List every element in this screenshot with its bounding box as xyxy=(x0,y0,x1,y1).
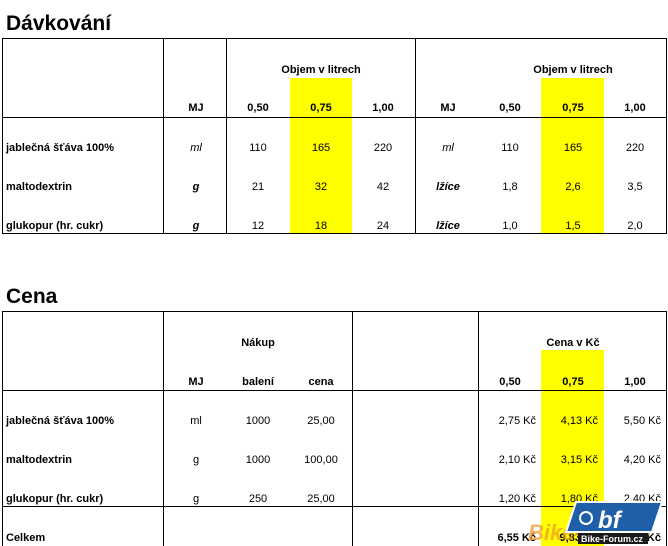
value-cell: 165 xyxy=(563,142,583,154)
section-title-cena: Cena xyxy=(6,285,58,308)
table2-header-border xyxy=(2,390,666,391)
value-cell: 165 xyxy=(311,142,331,154)
value-cell: 32 xyxy=(314,181,328,193)
table1-divider xyxy=(163,38,164,234)
cost-cell: 1,20 Kč xyxy=(498,493,536,505)
cost-cell: 2,75 Kč xyxy=(498,415,536,427)
price-cell: 25,00 xyxy=(307,415,335,427)
value-cell: 220 xyxy=(373,142,393,154)
table2-divider xyxy=(478,311,479,546)
value-cell: 42 xyxy=(376,181,390,193)
table1-divider xyxy=(415,38,416,234)
column-header-baleni: balení xyxy=(242,376,274,388)
table2-left-border xyxy=(2,311,3,546)
value-cell: 24 xyxy=(376,220,390,232)
bicycle-wheel-icon xyxy=(579,511,593,525)
bike-forum-logo: Bike-Forum bf Bike-Forum.cz xyxy=(528,501,664,545)
table1-right-border xyxy=(666,38,667,234)
unit-cell: g xyxy=(192,493,200,505)
row-label: maltodextrin xyxy=(6,454,73,466)
value-cell: 18 xyxy=(314,220,328,232)
cost-cell: 3,15 Kč xyxy=(560,454,598,466)
cost-cell: 5,50 Kč xyxy=(623,415,661,427)
logo-badge-icon xyxy=(564,501,664,533)
unit-cell: g xyxy=(192,220,200,232)
value-cell: 3,5 xyxy=(627,181,643,193)
column-header-volume: 1,00 xyxy=(372,102,394,114)
logo-letters: bf xyxy=(598,507,623,534)
group-header-objem: Objem v litrech xyxy=(281,64,361,76)
row-label: glukopur (hr. cukr) xyxy=(6,493,104,505)
price-cell: 25,00 xyxy=(307,493,335,505)
row-label: glukopur (hr. cukr) xyxy=(6,220,104,232)
value-cell: 110 xyxy=(501,142,519,154)
table1-divider xyxy=(226,38,227,234)
table1-top-border xyxy=(2,38,666,39)
group-header-nakup: Nákup xyxy=(241,337,275,349)
table1-left-border xyxy=(2,38,3,234)
column-header-volume: 1,00 xyxy=(624,102,646,114)
column-header-volume: 0,75 xyxy=(562,102,584,114)
column-header-volume: 0,50 xyxy=(499,376,521,388)
package-cell: 1000 xyxy=(245,415,271,427)
total-cell: 6,55 Kč xyxy=(497,532,536,544)
cost-cell: 4,13 Kč xyxy=(560,415,598,427)
section-title-davkovani: Dávkování xyxy=(6,12,112,35)
row-label: jablečná šťáva 100% xyxy=(6,142,115,154)
value-cell: 1,5 xyxy=(565,220,581,232)
value-cell: 110 xyxy=(249,142,267,154)
highlight-column-075 xyxy=(290,78,352,233)
table2-total-border xyxy=(2,506,666,507)
column-header-volume: 1,00 xyxy=(624,376,646,388)
column-header-mj: MJ xyxy=(188,376,204,388)
table2-top-border xyxy=(2,311,666,312)
cost-cell: 4,20 Kč xyxy=(623,454,661,466)
group-header-cena: Cena v Kč xyxy=(546,337,600,349)
unit-cell: ml xyxy=(190,415,202,427)
cost-cell: 2,10 Kč xyxy=(498,454,536,466)
row-label: jablečná šťáva 100% xyxy=(6,415,115,427)
column-header-volume: 0,75 xyxy=(562,376,584,388)
table1-bottom-border xyxy=(2,233,666,234)
value-cell: 2,0 xyxy=(627,220,643,232)
column-header-volume: 0,75 xyxy=(310,102,332,114)
column-header-cena: cena xyxy=(308,376,334,388)
total-label: Celkem xyxy=(6,532,46,544)
unit-cell: ml xyxy=(442,142,454,154)
value-cell: 220 xyxy=(625,142,645,154)
table2-divider xyxy=(352,311,353,546)
value-cell: 1,8 xyxy=(502,181,518,193)
group-header-objem-b: Objem v litrech xyxy=(533,64,613,76)
table1-header-border xyxy=(2,117,666,118)
watermark-band xyxy=(578,533,648,544)
watermark-site: Bike-Forum.cz xyxy=(581,534,644,544)
package-cell: 250 xyxy=(248,493,268,505)
price-cell: 100,00 xyxy=(304,454,338,466)
highlight-column-075-b xyxy=(541,78,604,233)
unit-cell: ml xyxy=(190,142,202,154)
column-header-volume: 0,50 xyxy=(499,102,521,114)
table2-divider xyxy=(163,311,164,546)
value-cell: 21 xyxy=(251,181,265,193)
unit-cell: lžíce xyxy=(436,220,460,232)
package-cell: 1000 xyxy=(245,454,271,466)
column-header-mj: MJ xyxy=(188,102,204,114)
value-cell: 2,6 xyxy=(565,181,581,193)
value-cell: 12 xyxy=(251,220,265,232)
column-header-volume: 0,50 xyxy=(247,102,269,114)
row-label: maltodextrin xyxy=(6,181,73,193)
column-header-mj-b: MJ xyxy=(440,102,456,114)
table2-right-border xyxy=(666,311,667,546)
unit-cell: g xyxy=(192,454,200,466)
unit-cell: g xyxy=(192,181,200,193)
unit-cell: lžíce xyxy=(436,181,460,193)
value-cell: 1,0 xyxy=(502,220,518,232)
